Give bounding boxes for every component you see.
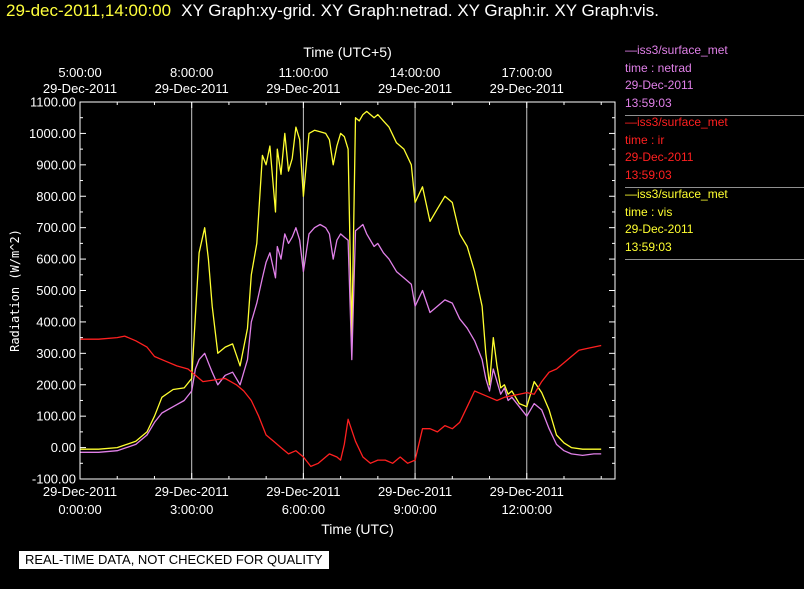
x-tick-time: 0:00:00 — [58, 502, 101, 517]
x-tick-time: 6:00:00 — [282, 502, 325, 517]
title-graphs: XY Graph:xy-grid. XY Graph:netrad. XY Gr… — [181, 1, 659, 20]
x-tick-date: 29-Dec-2011 — [490, 484, 564, 499]
x2-tick-time: 8:00:00 — [170, 65, 213, 80]
x-tick-time: 12:00:00 — [501, 502, 552, 517]
y-tick-label: 0.00 — [51, 440, 76, 455]
quality-note: REAL-TIME DATA, NOT CHECKED FOR QUALITY — [19, 551, 329, 569]
legend-station: —iss3/surface_met — [625, 115, 728, 129]
series-layer — [80, 110, 602, 468]
legend-separator — [625, 259, 804, 260]
y-tick-label: -100.00 — [32, 472, 76, 487]
legend-field: time : ir — [625, 132, 665, 147]
y-tick-label: 1100.00 — [30, 95, 76, 110]
y-axis-label: Radiation (W/m^2) — [8, 229, 22, 352]
y-tick-label: 400.00 — [36, 314, 76, 329]
x-tick-date: 29-Dec-2011 — [155, 484, 229, 499]
legend-date: 29-Dec-2011 — [625, 150, 694, 164]
x-axis-label: Time (UTC) — [321, 521, 394, 537]
axes-layer — [79, 101, 616, 480]
y-tick-label: 300.00 — [36, 346, 76, 361]
y-tick-label: 600.00 — [36, 252, 76, 267]
legend-time: 13:59:03 — [625, 239, 672, 254]
labels-layer: -100.00 0.00 100.00 200.00 300.00 400.00 500.0… — [8, 44, 564, 537]
x-tick-time: 9:00:00 — [393, 502, 436, 517]
x2-axis-label: Time (UTC+5) — [303, 44, 392, 60]
x2-tick-date: 29-Dec-2011 — [43, 81, 117, 96]
y-tick-label: 1000.00 — [29, 126, 76, 141]
y-tick-label: 200.00 — [36, 377, 76, 392]
x2-tick-date: 29-Dec-2011 — [155, 81, 229, 96]
y-tick-label: 500.00 — [36, 283, 76, 298]
series-line-timevis — [80, 110, 602, 450]
grid-layer — [191, 102, 528, 479]
x2-tick-time: 5:00:00 — [58, 65, 101, 80]
legend-station: —iss3/surface_met — [625, 43, 728, 57]
y-tick-label: 100.00 — [36, 409, 76, 424]
legend-station: —iss3/surface_met — [625, 187, 728, 201]
x2-tick-date: 29-Dec-2011 — [378, 81, 452, 96]
series-line-timenetrad — [80, 223, 602, 457]
x2-tick-time: 14:00:00 — [390, 65, 441, 80]
x2-tick-time: 11:00:00 — [279, 65, 329, 80]
x2-tick-time: 17:00:00 — [501, 65, 552, 80]
legend-separator — [625, 115, 804, 116]
x-tick-date: 29-Dec-2011 — [378, 484, 452, 499]
legend-date: 29-Dec-2011 — [625, 222, 694, 236]
legend-time: 13:59:03 — [625, 95, 672, 110]
legend-separator — [625, 187, 804, 188]
series-line-timeir — [80, 335, 602, 468]
legend-date: 29-Dec-2011 — [625, 78, 694, 92]
x-tick-date: 29-Dec-2011 — [43, 484, 117, 499]
legend-field: time : netrad — [625, 60, 692, 75]
x-tick-date: 29-Dec-2011 — [266, 484, 340, 499]
x2-tick-date: 29-Dec-2011 — [490, 81, 564, 96]
x-tick-time: 3:00:00 — [170, 502, 213, 517]
x2-tick-date: 29-Dec-2011 — [266, 81, 340, 96]
legend-time: 13:59:03 — [625, 167, 672, 182]
y-tick-label: 700.00 — [36, 220, 76, 235]
y-tick-label: 900.00 — [36, 157, 76, 172]
title-timestamp: 29-dec-2011,14:00:00 — [6, 1, 172, 20]
legend-field: time : vis — [625, 204, 673, 219]
y-tick-label: 800.00 — [36, 189, 76, 204]
title-bar: 29-dec-2011,14:00:00 XY Graph:xy-grid. XY… — [6, 1, 659, 21]
